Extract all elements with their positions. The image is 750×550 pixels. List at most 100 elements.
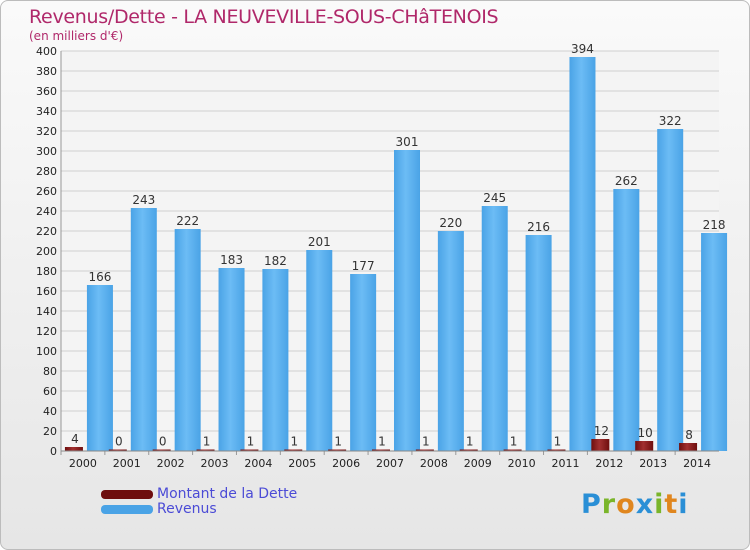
bar-revenus	[174, 229, 201, 451]
data-label-revenus: 301	[396, 135, 419, 149]
data-label-dette: 1	[334, 435, 342, 449]
bar-dette	[196, 449, 215, 451]
bar-dette	[503, 449, 522, 451]
data-label-revenus: 182	[264, 254, 287, 268]
data-label-dette: 1	[510, 435, 518, 449]
data-label-revenus: 243	[132, 193, 155, 207]
x-tick-label: 2004	[244, 457, 272, 470]
x-tick-label: 2002	[157, 457, 185, 470]
logo-letter: i	[678, 489, 689, 520]
data-label-dette: 1	[203, 435, 211, 449]
bar-dette	[459, 449, 478, 451]
y-tick-label: 340	[36, 105, 57, 118]
data-label-revenus: 220	[439, 216, 462, 230]
data-label-dette: 1	[290, 435, 298, 449]
bar-revenus	[657, 129, 684, 451]
bar-dette	[591, 439, 610, 451]
x-tick-label: 2005	[288, 457, 316, 470]
data-label-revenus: 322	[659, 114, 682, 128]
y-tick-label: 220	[36, 225, 57, 238]
x-tick-label: 2009	[464, 457, 492, 470]
x-tick-label: 2000	[69, 457, 97, 470]
y-tick-label: 40	[43, 405, 57, 418]
bar-dette	[415, 449, 434, 451]
y-tick-label: 240	[36, 205, 57, 218]
data-label-dette: 1	[554, 435, 562, 449]
y-tick-label: 20	[43, 425, 57, 438]
x-tick-label: 2014	[683, 457, 711, 470]
bar-dette	[240, 449, 259, 451]
chart-subtitle: (en milliers d'€)	[29, 29, 124, 43]
logo-letter: t	[664, 489, 679, 520]
data-label-revenus: 262	[615, 174, 638, 188]
y-tick-label: 160	[36, 285, 57, 298]
data-label-dette: 10	[638, 426, 653, 440]
bar-revenus	[613, 189, 640, 451]
bar-revenus	[262, 269, 289, 451]
logo-letter: x	[635, 489, 655, 520]
data-label-dette: 12	[594, 424, 609, 438]
y-tick-label: 360	[36, 85, 57, 98]
x-tick-label: 2011	[551, 457, 579, 470]
data-label-dette: 0	[159, 435, 167, 449]
legend-label-revenus: Revenus	[157, 501, 217, 517]
y-tick-label: 320	[36, 125, 57, 138]
bar-dette	[547, 449, 566, 451]
x-tick-label: 2001	[113, 457, 141, 470]
y-tick-label: 200	[36, 245, 57, 258]
y-axis: 0 20 40 60 80 100 120 140 160 180 200 220 240 260 280 3…	[36, 45, 62, 458]
bar-dette	[284, 449, 303, 451]
data-label-dette: 4	[71, 432, 79, 446]
data-label-dette: 1	[247, 435, 255, 449]
x-tick-label: 2010	[508, 457, 536, 470]
x-axis: 2000 2001 2002 2003 2004 2005 2006 2007 2008 2009…	[60, 450, 719, 470]
x-tick-label: 2003	[201, 457, 229, 470]
bar-dette	[635, 441, 654, 451]
grid-lines	[61, 50, 719, 452]
x-tick-label: 2013	[639, 457, 667, 470]
data-label-dette: 1	[466, 435, 474, 449]
chart-title: Revenus/Dette - LA NEUVEVILLE-SOUS-CHâTE…	[29, 6, 499, 28]
bar-dette	[328, 449, 347, 451]
x-tick-label: 2012	[595, 457, 623, 470]
y-tick-label: 80	[43, 365, 57, 378]
bar-dette	[64, 447, 83, 451]
data-label-dette: 0	[115, 435, 123, 449]
data-label-revenus: 201	[308, 235, 331, 249]
y-tick-label: 400	[36, 45, 57, 58]
x-tick-label: 2007	[376, 457, 404, 470]
bars	[64, 57, 728, 451]
bar-revenus	[481, 206, 508, 451]
logo-letter: r	[601, 489, 617, 520]
bar-dette	[108, 449, 127, 451]
data-label-dette: 8	[685, 428, 693, 442]
bar-dette	[152, 449, 171, 451]
x-tick-label: 2008	[420, 457, 448, 470]
data-label-revenus: 245	[483, 191, 506, 205]
y-tick-label: 60	[43, 385, 57, 398]
logo-letter: o	[616, 489, 636, 520]
bar-dette	[372, 449, 390, 451]
y-tick-label: 140	[36, 305, 57, 318]
bar-revenus	[218, 268, 245, 451]
bar-revenus	[86, 285, 113, 451]
data-label-revenus: 394	[571, 42, 594, 56]
x-tick-label: 2006	[332, 457, 360, 470]
y-tick-label: 380	[36, 65, 57, 78]
bar-revenus	[350, 274, 377, 451]
y-tick-label: 120	[36, 325, 57, 338]
y-tick-label: 100	[36, 345, 57, 358]
logo-letter: P	[581, 489, 602, 520]
data-label-dette: 1	[378, 435, 386, 449]
y-tick-label: 180	[36, 265, 57, 278]
proxiti-logo: Proxiti	[581, 489, 689, 520]
y-tick-label: 300	[36, 145, 57, 158]
bar-dette	[679, 443, 698, 451]
data-label-revenus: 218	[703, 218, 726, 232]
bar-revenus	[130, 208, 157, 451]
bar-revenus	[569, 57, 596, 451]
legend-swatch-dette	[101, 490, 153, 499]
data-label-revenus: 183	[220, 253, 243, 267]
logo-letter: i	[654, 489, 665, 520]
